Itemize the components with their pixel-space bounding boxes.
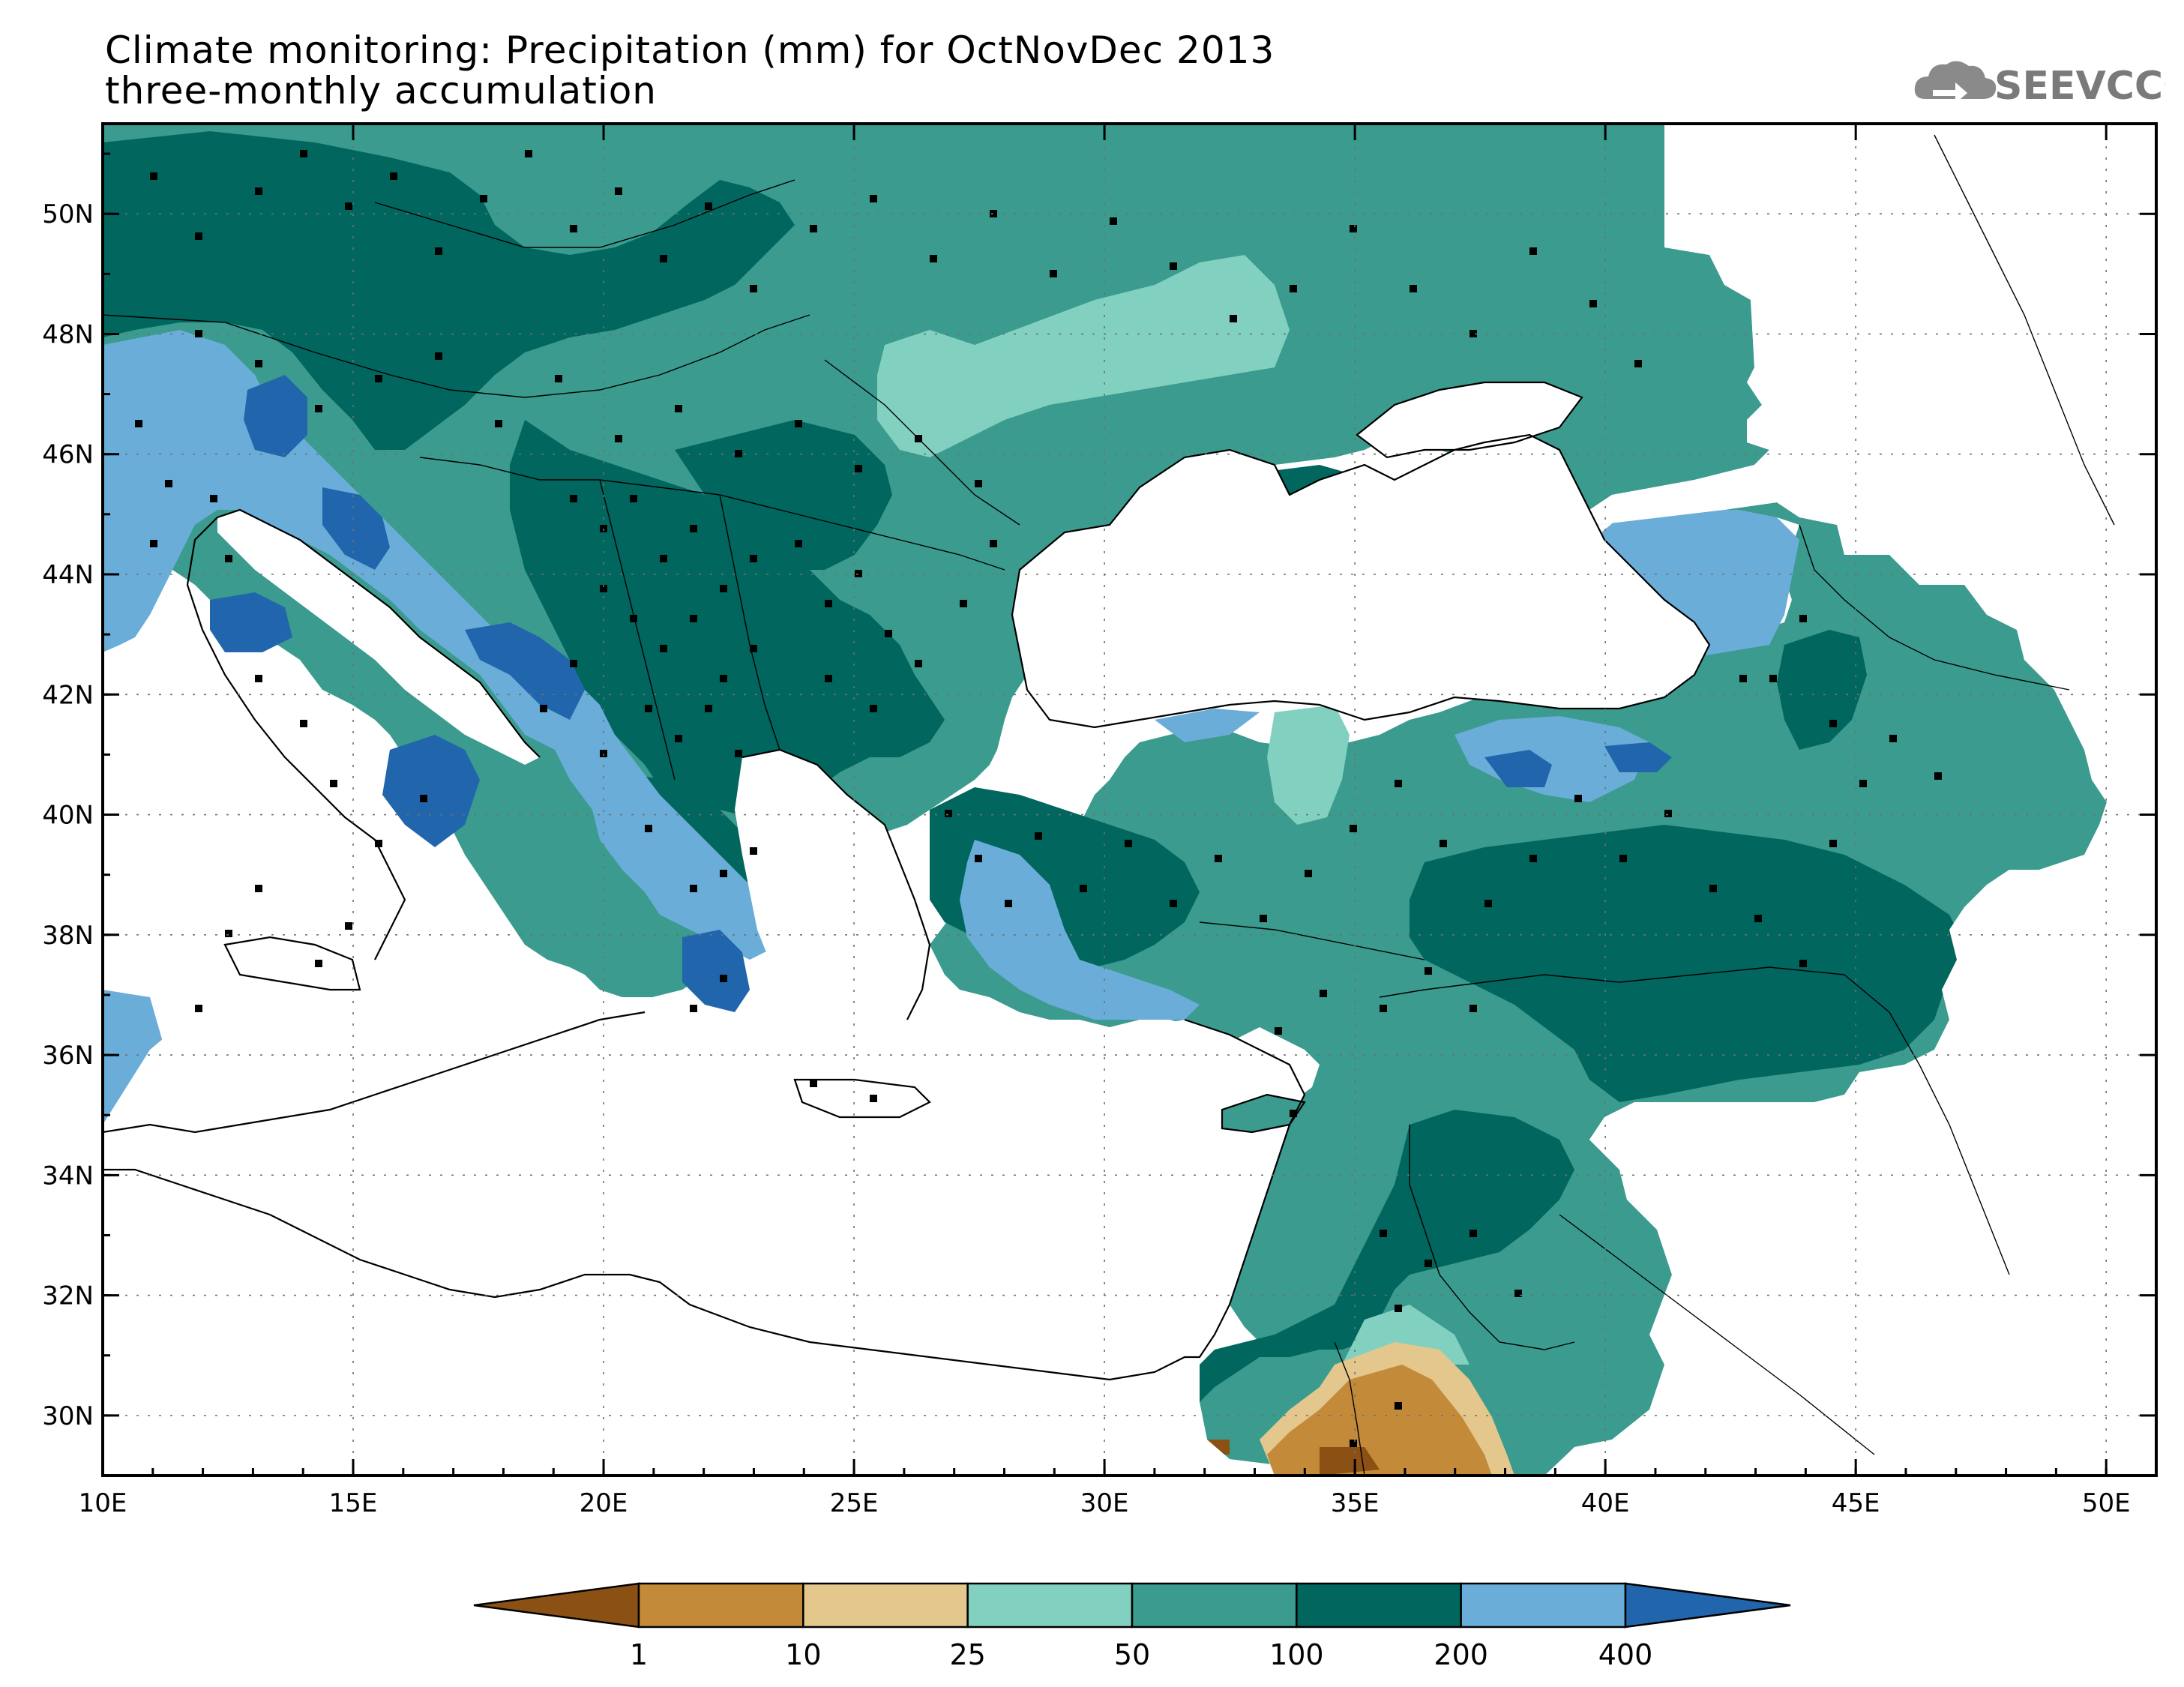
colorbar-box	[1296, 1582, 1462, 1629]
colorbar-box	[637, 1582, 804, 1629]
field-dark-teal-romania	[675, 420, 892, 570]
aegean-sea	[735, 750, 930, 1035]
colorbar-box	[1460, 1582, 1627, 1629]
colorbar-label: 25	[949, 1638, 985, 1671]
colorbar-box	[966, 1582, 1134, 1629]
lon-tick-label: 20E	[580, 1488, 628, 1518]
unobserved-africa	[103, 1170, 1230, 1476]
lat-tick-labels: 50N 48N 46N 44N 42N 40N 38N 36N 34N 32N 30N	[42, 199, 94, 1431]
field-light-blue-anatolia-west	[960, 840, 1200, 1020]
unobserved-sicily-sea	[103, 975, 127, 990]
lat-tick-label: 34N	[42, 1161, 94, 1191]
country-borders	[103, 134, 2115, 1476]
station-dots	[135, 150, 1942, 1447]
chart-subtitle: three-monthly accumulation	[105, 69, 657, 112]
colorbar-label: 1	[630, 1638, 648, 1671]
colorbar-label: 100	[1269, 1638, 1324, 1671]
lon-tick-label: 10E	[79, 1488, 127, 1518]
colorbar-label: 50	[1114, 1638, 1150, 1671]
lon-tick-label: 30E	[1080, 1488, 1129, 1518]
map-field	[103, 124, 2156, 1476]
field-dark-teal-north	[103, 131, 795, 450]
colorbar-extend-high	[1624, 1582, 1791, 1629]
colorbar-label: 200	[1434, 1638, 1488, 1671]
field-dark-blue-italy	[210, 592, 292, 652]
black-sea	[1012, 435, 1709, 727]
chart-title: Climate monitoring: Precipitation (mm) f…	[105, 28, 1275, 72]
lat-tick-label: 50N	[42, 199, 94, 229]
field-dark-teal-east-turkey	[1410, 825, 1964, 1102]
lon-tick-label: 25E	[830, 1488, 879, 1518]
lat-tick-label: 46N	[42, 440, 94, 470]
colorbar-label: 400	[1598, 1638, 1653, 1671]
cyprus	[1222, 1095, 1305, 1132]
lat-tick-label: 38N	[42, 921, 94, 951]
lat-tick-label: 42N	[42, 680, 94, 710]
cloud-icon	[1914, 61, 1997, 103]
colorbar-label: 10	[785, 1638, 821, 1671]
lat-tick-label: 30N	[42, 1401, 94, 1431]
lon-tick-label: 15E	[329, 1488, 378, 1518]
colorbar-extend-low	[473, 1582, 640, 1629]
logo-text: SEEVCCC	[1994, 64, 2165, 109]
field-light-teal-ukraine	[877, 255, 1290, 457]
seevccc-logo: SEEVCCC	[1914, 61, 2165, 109]
lon-tick-label: 40E	[1581, 1488, 1630, 1518]
field-light-teal-turkey	[1267, 705, 1350, 825]
map-frame	[101, 122, 2158, 1477]
tyrrhenian-sea	[103, 780, 390, 982]
unobserved-north-east	[1544, 124, 2156, 1476]
field-light-blue-italy	[103, 330, 780, 960]
field-dark-brown	[1200, 1440, 1380, 1476]
lon-tick-label: 50E	[2082, 1488, 2131, 1518]
lat-tick-label: 48N	[42, 319, 94, 349]
field-dark-blue-adriatic	[465, 622, 585, 720]
colorbar-box	[802, 1582, 969, 1629]
lon-tick-label: 35E	[1331, 1488, 1380, 1518]
lat-tick-label: 44N	[42, 560, 94, 590]
lat-tick-label: 40N	[42, 801, 94, 831]
field-dark-teal-caucasus	[1777, 630, 1867, 750]
colorbar: 1 10 25 50 100 200 400	[473, 1582, 1791, 1671]
field-dark-blue-alps	[244, 375, 307, 457]
graticule	[103, 124, 2156, 1476]
axis-ticks	[101, 124, 2156, 1477]
coastlines	[103, 381, 1711, 1381]
lat-tick-label: 36N	[42, 1041, 94, 1071]
field-dark-blue-turkey-north	[1484, 742, 1672, 787]
field-dark-blue-croatia	[322, 487, 390, 570]
field-dark-blue-calabria	[382, 735, 480, 847]
field-dark-teal-balkans	[510, 420, 945, 817]
field-dark-blue-peloponnese	[682, 930, 750, 1012]
colorbar-box	[1131, 1582, 1298, 1629]
ionian-sea	[103, 990, 675, 1140]
adriatic-sea	[217, 510, 540, 765]
field-dark-teal-levant	[1200, 1110, 1574, 1402]
lat-tick-label: 32N	[42, 1281, 94, 1311]
lon-tick-label: 45E	[1832, 1488, 1880, 1518]
lon-tick-labels: 10E 15E 20E 25E 30E 35E 40E 45E 50E	[79, 1488, 2131, 1518]
